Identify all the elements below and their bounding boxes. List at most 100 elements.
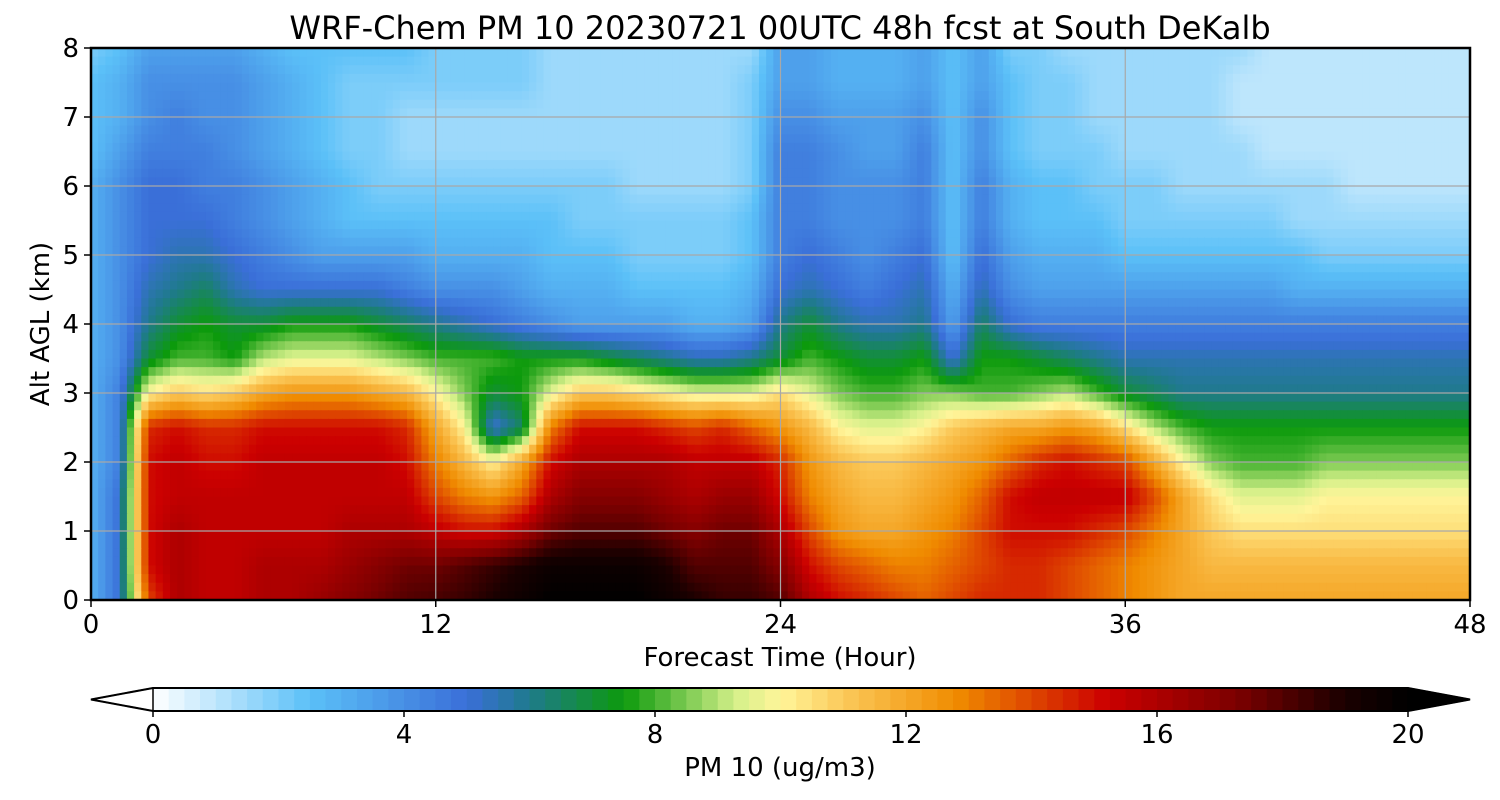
heatmap-cell	[1017, 177, 1026, 187]
heatmap-cell	[665, 125, 674, 135]
heatmap-cell	[1311, 117, 1320, 127]
heatmap-cell	[572, 168, 580, 178]
heatmap-cell	[823, 48, 832, 58]
heatmap-cell	[909, 220, 918, 230]
heatmap-cell	[830, 142, 839, 153]
heatmap-cell	[91, 125, 99, 135]
heatmap-cell	[335, 177, 343, 187]
heatmap-cell	[873, 203, 882, 213]
heatmap-cell	[909, 177, 918, 187]
heatmap-cell	[881, 229, 889, 239]
heatmap-cell	[694, 99, 703, 109]
heatmap-cell	[1125, 142, 1134, 153]
heatmap-cell	[521, 48, 530, 58]
heatmap-cell	[823, 229, 832, 239]
heatmap-cell	[988, 91, 997, 101]
heatmap-cell	[1067, 99, 1076, 109]
heatmap-cell	[249, 142, 257, 153]
heatmap-cell	[435, 168, 444, 178]
heatmap-cell	[1304, 91, 1313, 101]
heatmap-cell	[1046, 246, 1055, 256]
heatmap-cell	[1139, 194, 1148, 204]
heatmap-cell	[916, 186, 925, 196]
heatmap-cell	[859, 246, 868, 256]
heatmap-cell	[751, 211, 760, 222]
heatmap-cell	[1024, 65, 1033, 75]
heatmap-cell	[1175, 229, 1184, 239]
heatmap-cell	[1326, 160, 1335, 170]
heatmap-cell	[1362, 194, 1371, 204]
heatmap-cell	[593, 246, 602, 256]
heatmap-cell	[457, 73, 466, 84]
heatmap-cell	[931, 125, 940, 135]
heatmap-cell	[1161, 203, 1169, 213]
heatmap-cell	[227, 168, 236, 178]
heatmap-cell	[1017, 108, 1026, 118]
heatmap-cell	[126, 246, 135, 256]
heatmap-cell	[256, 211, 264, 222]
heatmap-cell	[1405, 91, 1414, 101]
heatmap-cell	[1189, 117, 1198, 127]
heatmap-cell	[960, 194, 968, 204]
heatmap-cell	[1455, 99, 1464, 109]
heatmap-cell	[859, 237, 868, 247]
heatmap-cell	[385, 48, 394, 58]
heatmap-cell	[1462, 56, 1470, 66]
heatmap-cell	[234, 65, 243, 75]
heatmap-cell	[1132, 177, 1141, 187]
heatmap-cell	[234, 186, 243, 196]
heatmap-cell	[155, 99, 164, 109]
heatmap-cell	[744, 194, 753, 204]
heatmap-cell	[557, 91, 566, 101]
heatmap-cell	[198, 203, 207, 213]
heatmap-cell	[371, 255, 379, 265]
heatmap-cell	[1441, 203, 1450, 213]
heatmap-cell	[421, 142, 430, 153]
heatmap-cell	[1232, 73, 1241, 84]
heatmap-cell	[1304, 48, 1313, 58]
heatmap-cell	[579, 186, 588, 196]
heatmap-cell	[1319, 220, 1327, 230]
heatmap-cell	[1455, 160, 1464, 170]
heatmap-cell	[780, 168, 789, 178]
heatmap-cell	[802, 168, 810, 178]
heatmap-cell	[543, 255, 552, 265]
heatmap-cell	[1247, 186, 1256, 196]
heatmap-cell	[586, 246, 595, 256]
heatmap-cell	[988, 246, 997, 256]
heatmap-cell	[356, 134, 365, 144]
heatmap-cell	[1355, 91, 1363, 101]
heatmap-cell	[1103, 108, 1112, 118]
heatmap-cell	[1010, 237, 1019, 247]
heatmap-cell	[1412, 151, 1421, 161]
heatmap-cell	[1319, 134, 1327, 144]
heatmap-cell	[1333, 263, 1342, 273]
heatmap-cell	[629, 108, 638, 118]
heatmap-cell	[1276, 48, 1284, 58]
heatmap-cell	[428, 211, 437, 222]
heatmap-cell	[895, 220, 904, 230]
heatmap-cell	[629, 263, 638, 273]
heatmap-cell	[1031, 160, 1040, 170]
heatmap-cell	[1268, 160, 1277, 170]
heatmap-cell	[1232, 237, 1241, 247]
heatmap-cell	[457, 65, 466, 75]
heatmap-cell	[909, 108, 918, 118]
heatmap-cell	[1376, 194, 1385, 204]
heatmap-cell	[220, 73, 229, 84]
heatmap-cell	[1182, 108, 1191, 118]
heatmap-cell	[687, 168, 695, 178]
heatmap-cell	[1118, 220, 1126, 230]
heatmap-cell	[1074, 203, 1083, 213]
heatmap-cell	[141, 168, 150, 178]
heatmap-cell	[952, 82, 961, 92]
heatmap-cell	[1153, 151, 1162, 161]
heatmap-cell	[715, 211, 724, 222]
heatmap-cell	[292, 91, 300, 101]
heatmap-cell	[866, 73, 875, 84]
heatmap-cell	[1448, 125, 1457, 135]
heatmap-cell	[1419, 203, 1428, 213]
heatmap-cell	[1153, 237, 1162, 247]
heatmap-cell	[593, 48, 602, 58]
heatmap-cell	[1268, 194, 1277, 204]
